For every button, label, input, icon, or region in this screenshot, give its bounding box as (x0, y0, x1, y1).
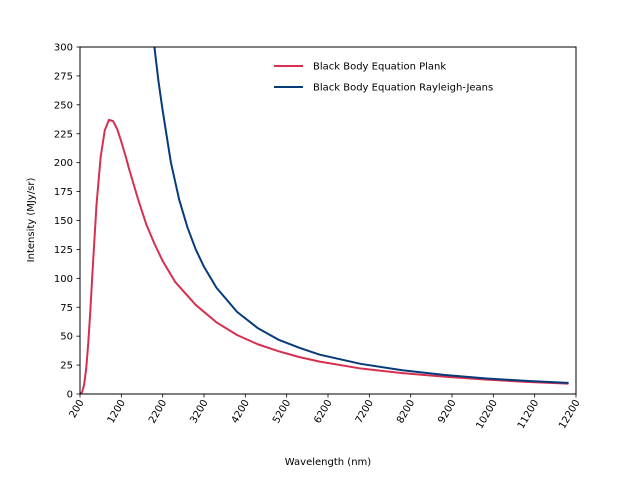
y-tick-label: 225 (54, 129, 73, 140)
y-tick-label: 0 (67, 390, 73, 401)
y-tick-label: 275 (54, 71, 73, 82)
x-axis-label: Wavelength (nm) (285, 457, 371, 468)
y-tick-label: 150 (54, 216, 73, 227)
x-tick-label: 1200 (106, 398, 128, 426)
y-axis: 0 25 50 75 100 125 150 175 200 225 250 275 300 (54, 43, 80, 401)
series-line-1 (153, 47, 569, 384)
y-tick-label: 200 (54, 158, 73, 169)
x-tick-label: 11200 (516, 398, 541, 431)
y-tick-label: 125 (54, 245, 73, 256)
y-tick-label: 250 (54, 100, 73, 111)
x-tick-label: 5200 (271, 398, 293, 426)
y-tick-label: 175 (54, 187, 73, 198)
x-tick-label: 4200 (230, 398, 252, 426)
x-tick-label: 9200 (436, 398, 458, 426)
legend: Black Body Equation Plank Black Body Equa… (274, 62, 493, 94)
y-tick-label: 50 (60, 332, 73, 343)
x-tick-label: 8200 (395, 398, 417, 426)
y-tick-label: 100 (54, 274, 73, 285)
x-tick-label: 6200 (312, 398, 334, 426)
y-tick-label: 75 (60, 303, 73, 314)
x-tick-label: 2200 (147, 398, 169, 426)
x-tick-label: 200 (68, 398, 87, 420)
y-tick-label: 25 (60, 361, 73, 372)
x-tick-label: 12200 (557, 398, 582, 431)
series-line-0 (80, 118, 569, 394)
legend-label-1: Black Body Equation Rayleigh-Jeans (313, 83, 493, 94)
y-tick-label: 300 (54, 43, 73, 54)
legend-label-0: Black Body Equation Plank (313, 62, 446, 73)
x-tick-label: 10200 (474, 398, 499, 431)
plot-frame (79, 46, 577, 395)
x-tick-label: 3200 (188, 398, 210, 426)
y-axis-label: Intensity (MJy/sr) (26, 178, 37, 263)
x-axis: 200 1200 2200 3200 4200 5200 6200 7200 8200 9200 1… (68, 394, 583, 431)
x-tick-label: 7200 (354, 398, 376, 426)
series-layer (80, 47, 569, 394)
